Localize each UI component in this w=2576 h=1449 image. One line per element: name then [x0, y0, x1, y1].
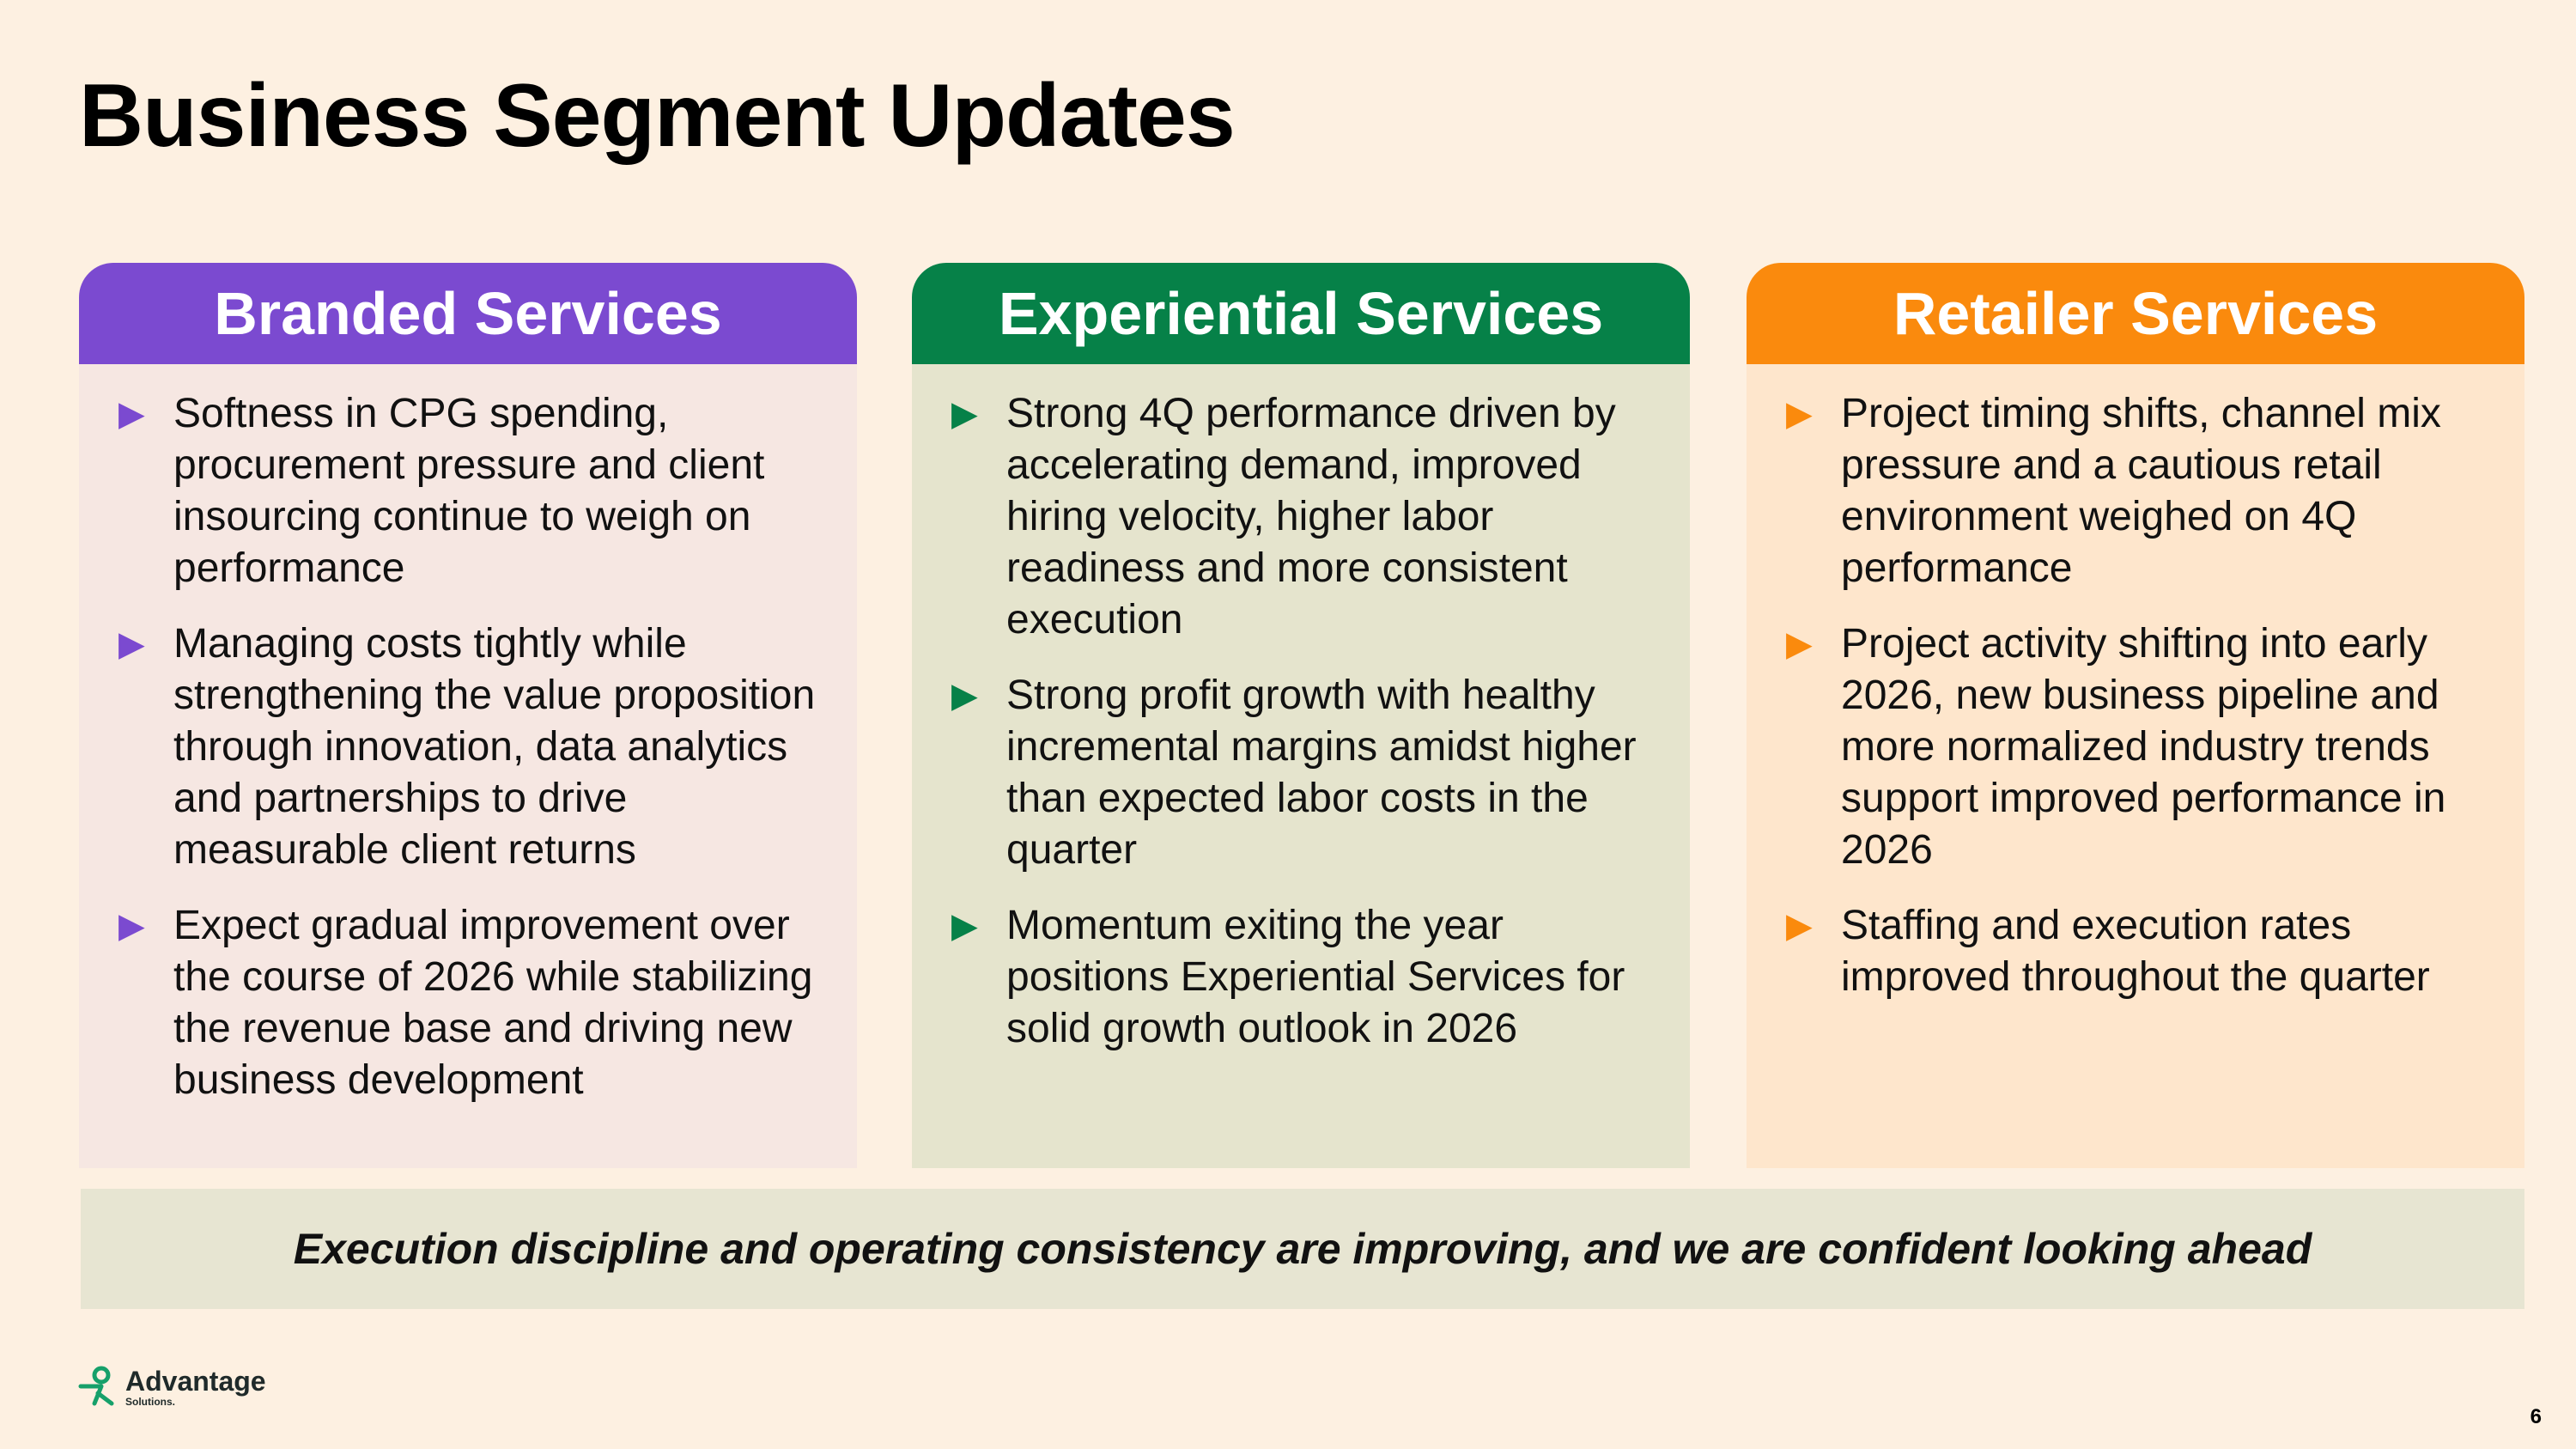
- triangle-bullet-icon: ▶: [1786, 625, 1813, 663]
- bullet-text: Project timing shifts, channel mix press…: [1841, 391, 2441, 591]
- segment-body-experiential: ▶ Strong 4Q performance driven by accele…: [912, 364, 1690, 1168]
- triangle-bullet-icon: ▶: [118, 395, 145, 433]
- bullet-item: ▶ Project activity shifting into early 2…: [1786, 618, 2499, 876]
- bullet-item: ▶ Momentum exiting the year positions Ex…: [951, 900, 1664, 1055]
- company-logo: Advantage Solutions.: [76, 1366, 266, 1409]
- triangle-bullet-icon: ▶: [951, 677, 978, 715]
- triangle-bullet-icon: ▶: [951, 907, 978, 945]
- bullet-text: Strong 4Q performance driven by accelera…: [1006, 391, 1616, 642]
- bullet-item: ▶ Managing costs tightly while strengthe…: [118, 618, 831, 876]
- advantage-logo-icon: [78, 1366, 114, 1406]
- triangle-bullet-icon: ▶: [1786, 395, 1813, 433]
- bullet-item: ▶ Strong profit growth with healthy incr…: [951, 670, 1664, 876]
- page-number: 6: [2530, 1405, 2542, 1428]
- segment-card-experiential: Experiential Services ▶ Strong 4Q perfor…: [912, 263, 1690, 1168]
- bullet-item: ▶ Project timing shifts, channel mix pre…: [1786, 388, 2499, 594]
- segment-header-retailer: Retailer Services: [1747, 263, 2524, 364]
- bullet-item: ▶ Strong 4Q performance driven by accele…: [951, 388, 1664, 646]
- bullet-text: Staffing and execution rates improved th…: [1841, 903, 2430, 1000]
- bullet-item: ▶ Staffing and execution rates improved …: [1786, 900, 2499, 1003]
- segment-header-experiential: Experiential Services: [912, 263, 1690, 364]
- bullet-text: Expect gradual improvement over the cour…: [173, 903, 813, 1103]
- logo-name: Advantage: [125, 1366, 266, 1397]
- triangle-bullet-icon: ▶: [118, 625, 145, 663]
- triangle-bullet-icon: ▶: [1786, 907, 1813, 945]
- logo-wordmark: Advantage Solutions.: [125, 1367, 266, 1407]
- logo-subtitle: Solutions.: [125, 1396, 175, 1408]
- segment-header-branded: Branded Services: [79, 263, 857, 364]
- page-title: Business Segment Updates: [79, 66, 1236, 166]
- triangle-bullet-icon: ▶: [951, 395, 978, 433]
- conclusion-banner: Execution discipline and operating consi…: [81, 1189, 2524, 1309]
- segment-body-branded: ▶ Softness in CPG spending, procurement …: [79, 364, 857, 1168]
- bullet-item: ▶ Expect gradual improvement over the co…: [118, 900, 831, 1106]
- segment-body-retailer: ▶ Project timing shifts, channel mix pre…: [1747, 364, 2524, 1168]
- bullet-text: Managing costs tightly while strengtheni…: [173, 621, 816, 873]
- segment-card-retailer: Retailer Services ▶ Project timing shift…: [1747, 263, 2524, 1168]
- segment-card-branded: Branded Services ▶ Softness in CPG spend…: [79, 263, 857, 1168]
- bullet-item: ▶ Softness in CPG spending, procurement …: [118, 388, 831, 594]
- bullet-text: Softness in CPG spending, procurement pr…: [173, 391, 765, 591]
- triangle-bullet-icon: ▶: [118, 907, 145, 945]
- conclusion-text: Execution discipline and operating consi…: [293, 1225, 2312, 1273]
- bullet-text: Strong profit growth with healthy increm…: [1006, 673, 1637, 873]
- bullet-text: Project activity shifting into early 202…: [1841, 621, 2446, 873]
- bullet-text: Momentum exiting the year positions Expe…: [1006, 903, 1625, 1051]
